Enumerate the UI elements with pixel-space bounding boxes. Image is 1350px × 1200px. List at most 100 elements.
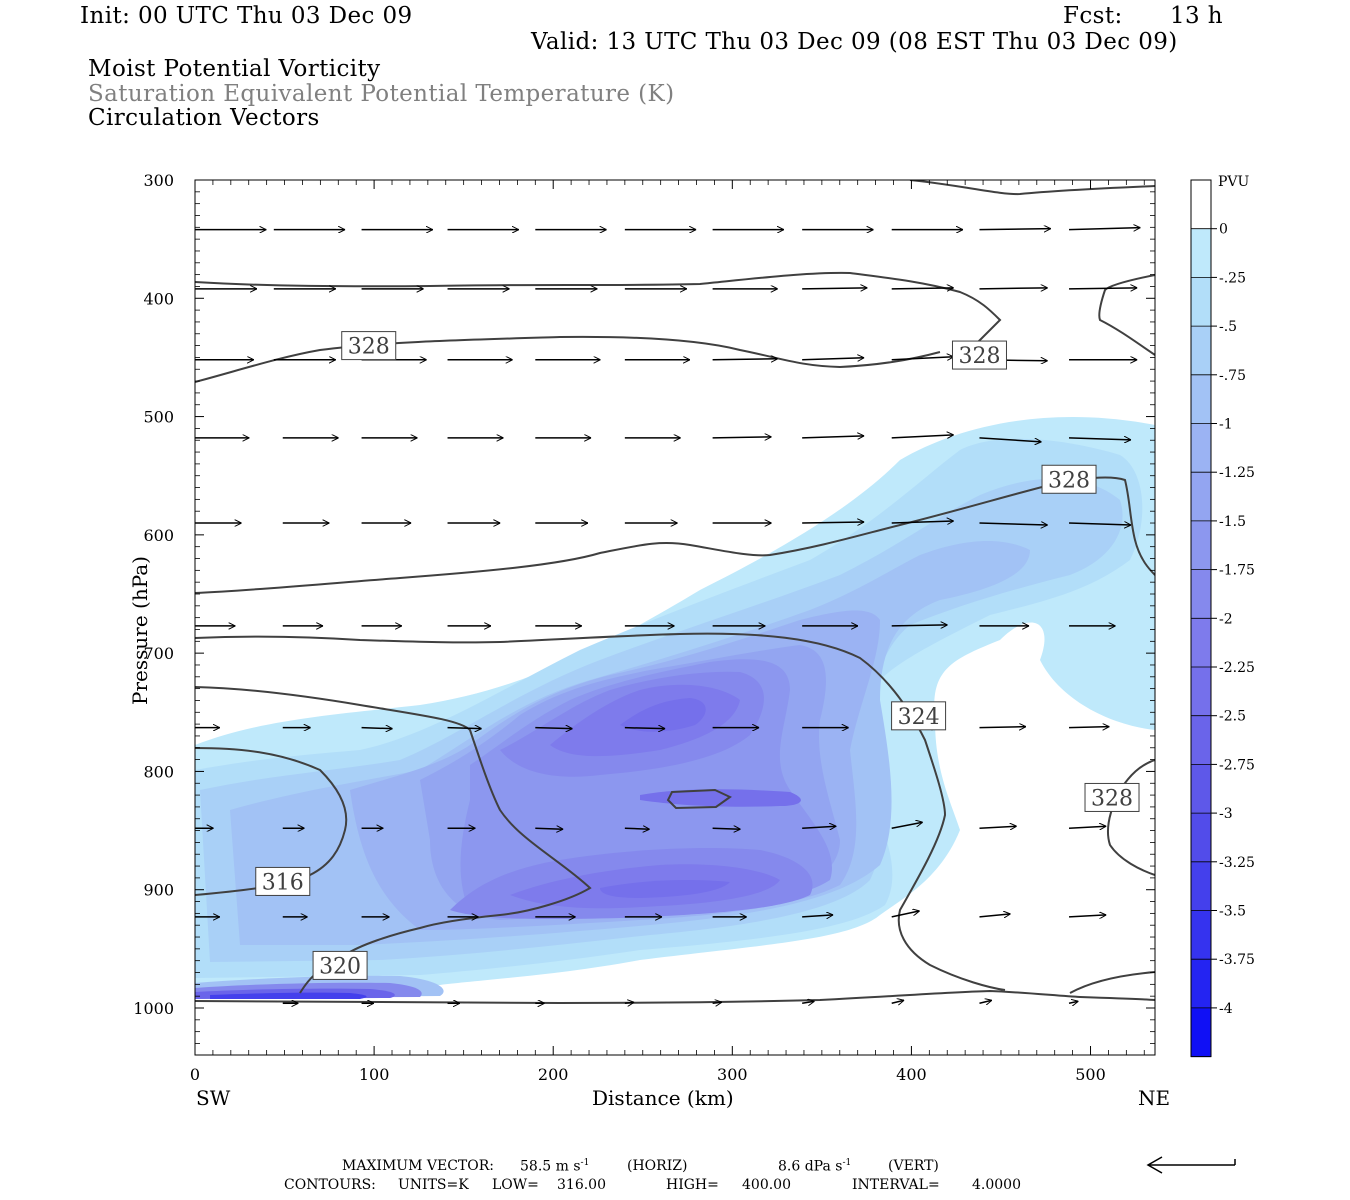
circulation-vectors (195, 228, 1140, 1004)
x-tick-label: 300 (717, 1065, 748, 1084)
circulation-vector (712, 437, 772, 438)
colorbar-label: -.25 (1219, 270, 1246, 286)
y-axis-title: Pressure (hPa) (128, 556, 152, 705)
max-vector-vert-unit: (VERT) (888, 1158, 939, 1174)
thetae-contours (195, 180, 1155, 1005)
contours-label: CONTOURS: (284, 1177, 376, 1193)
forecast-hour: 13 h (1170, 3, 1223, 29)
contour-label: 324 (898, 705, 940, 730)
axes: 0 100 200 300 400 500 300 400 500 600 700 800 900 100… (133, 171, 1155, 1084)
circulation-vector (979, 914, 1010, 917)
reference-vector (1146, 1156, 1236, 1174)
colorbar-label: -3.75 (1219, 952, 1255, 968)
colorbar-label: 0 (1219, 222, 1228, 238)
circulation-vector (1068, 826, 1106, 828)
circulation-vector (891, 625, 948, 626)
colorbar-swatch (1191, 228, 1211, 278)
circulation-vector (891, 288, 954, 289)
circulation-vector (979, 288, 1047, 289)
colorbar-swatch (1191, 861, 1211, 911)
colorbar-swatch (1191, 277, 1211, 327)
x-axis-right-label: NE (1138, 1086, 1171, 1110)
circulation-vector (535, 728, 572, 729)
colorbar-label: -1.5 (1219, 514, 1246, 530)
circulation-vector (1069, 438, 1131, 440)
x-tick-label: 400 (896, 1065, 927, 1084)
colorbar-label: -3.25 (1219, 855, 1255, 871)
circulation-vector (624, 728, 665, 729)
colorbar-swatch (1191, 910, 1211, 960)
colorbar: PVU 0 -.25 -.5 -.75 -1 -1.25 -1.5 -1.75 -2 -2.25 -2… (1190, 174, 1255, 1058)
x-tick-label: 100 (359, 1065, 390, 1084)
x-tick-label: 0 (190, 1065, 200, 1084)
circulation-vector (712, 1002, 722, 1003)
colorbar-label: -3 (1219, 806, 1233, 822)
contour-low: 316.00 (557, 1177, 606, 1193)
circulation-vector (535, 828, 563, 829)
circulation-vector (624, 1002, 634, 1003)
contour-label-box (951, 340, 1007, 370)
contour-low-label: LOW= (492, 1177, 539, 1193)
circulation-vector (712, 828, 741, 829)
colorbar-swatch (1191, 764, 1211, 814)
colorbar-label: -1.75 (1219, 563, 1255, 579)
contour-label: 320 (319, 954, 361, 979)
colorbar-swatch (1191, 959, 1211, 1009)
contour-label-box (312, 950, 368, 980)
contour-interval-label: INTERVAL= (852, 1177, 940, 1193)
contour-label-box (341, 331, 397, 361)
y-tick-label: 500 (143, 408, 174, 427)
circulation-vector (891, 357, 954, 360)
colorbar-unit: PVU (1218, 174, 1250, 190)
x-tick-label: 500 (1075, 1065, 1106, 1084)
circulation-vector (979, 727, 1026, 728)
y-tick-label: 800 (143, 762, 174, 781)
colorbar-label: -.75 (1219, 368, 1246, 384)
contour-high: 400.00 (742, 1177, 791, 1193)
colorbar-swatch (1191, 715, 1211, 765)
forecast-label: Fcst: (1063, 3, 1123, 29)
colorbar-label: -.5 (1219, 319, 1237, 335)
circulation-vector (1069, 523, 1131, 525)
circulation-vector (447, 728, 482, 729)
y-tick-label: 400 (143, 289, 174, 308)
circulation-vector (1069, 727, 1109, 728)
colorbar-label: -2.75 (1219, 757, 1255, 773)
contour-high-label: HIGH= (666, 1177, 719, 1193)
contour-label-box (255, 866, 311, 896)
circulation-vector (979, 229, 1050, 230)
y-tick-label: 900 (143, 881, 174, 900)
contour-label: 328 (1048, 468, 1090, 493)
circulation-vector (1068, 915, 1106, 917)
circulation-vector (802, 288, 867, 289)
contour-interval: 4.0000 (972, 1177, 1021, 1193)
colorbar-swatch (1191, 813, 1211, 863)
x-axis-title: Distance (km) (592, 1086, 734, 1110)
circulation-vector (1069, 228, 1140, 230)
max-vector-horiz-unit: (HORIZ) (627, 1158, 688, 1174)
colorbar-label: -3.5 (1219, 904, 1246, 920)
circulation-vector (891, 1000, 904, 1003)
contour-label-box (891, 701, 947, 731)
circulation-vector (1069, 288, 1137, 289)
circulation-vector (891, 822, 923, 829)
contour-label: 328 (348, 335, 390, 360)
circulation-vector (979, 437, 1041, 442)
field-title-mpv: Moist Potential Vorticity (88, 56, 381, 82)
init-time: Init: 00 UTC Thu 03 Dec 09 (80, 3, 413, 29)
contour-label: 316 (262, 870, 304, 895)
circulation-vector (979, 826, 1016, 828)
circulation-vector (1068, 1001, 1078, 1003)
colorbar-swatch (1191, 374, 1211, 424)
y-tick-label: 600 (143, 526, 174, 545)
contour-label-box (1041, 464, 1097, 494)
contour-units: UNITS=K (398, 1177, 469, 1193)
colorbar-label: -4 (1219, 1001, 1233, 1017)
circulation-vector (979, 523, 1047, 525)
colorbar-label: -2.5 (1219, 709, 1246, 725)
max-vector-label: MAXIMUM VECTOR: (342, 1158, 494, 1174)
valid-time: Valid: 13 UTC Thu 03 Dec 09 (08 EST Thu … (531, 29, 1178, 55)
colorbar-label: -2 (1219, 611, 1233, 627)
y-tick-label: 300 (143, 171, 174, 190)
colorbar-label: -1 (1219, 417, 1233, 433)
